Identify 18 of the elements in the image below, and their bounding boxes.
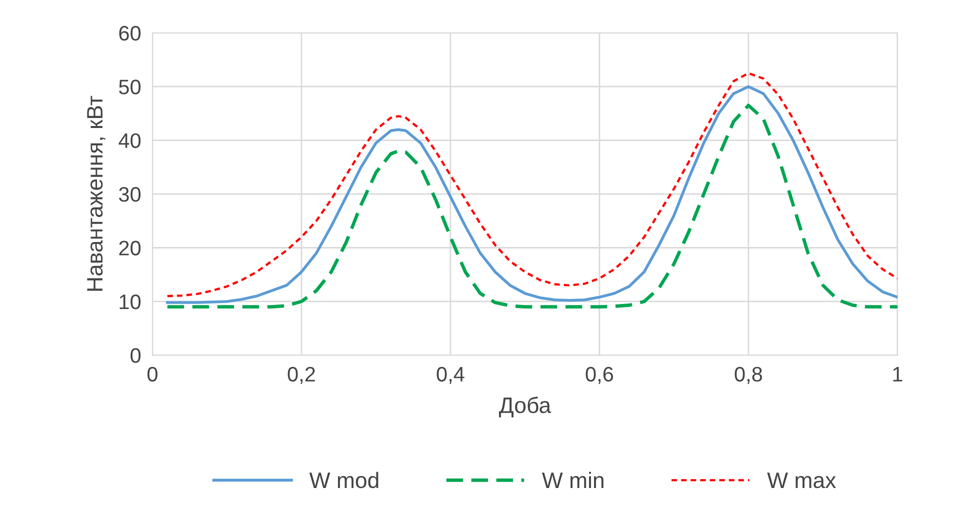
x-tick-label: 1 xyxy=(893,367,902,382)
x-tick-label: 0,6 xyxy=(586,366,614,384)
y-axis-title: Навантаження, кВт xyxy=(87,96,106,291)
legend-label: W max xyxy=(767,472,836,488)
x-tick-label: 0 xyxy=(147,366,158,382)
y-tick-label: 0 xyxy=(130,348,141,363)
y-tick-label: 40 xyxy=(118,133,141,148)
y-tick-label: 20 xyxy=(119,240,141,256)
x-axis-title: Доба xyxy=(499,396,552,418)
y-tick-label: 60 xyxy=(119,26,141,41)
legend-label: W mod xyxy=(309,472,378,488)
x-tick-label: 0,2 xyxy=(288,366,315,384)
x-tick-label: 0,8 xyxy=(734,366,762,384)
legend-label: W min xyxy=(542,472,604,488)
y-tick-label: 30 xyxy=(118,187,141,202)
y-tick-label: 10 xyxy=(120,294,141,310)
y-tick-label: 50 xyxy=(119,80,141,94)
x-tick-label: 0,4 xyxy=(436,366,464,384)
